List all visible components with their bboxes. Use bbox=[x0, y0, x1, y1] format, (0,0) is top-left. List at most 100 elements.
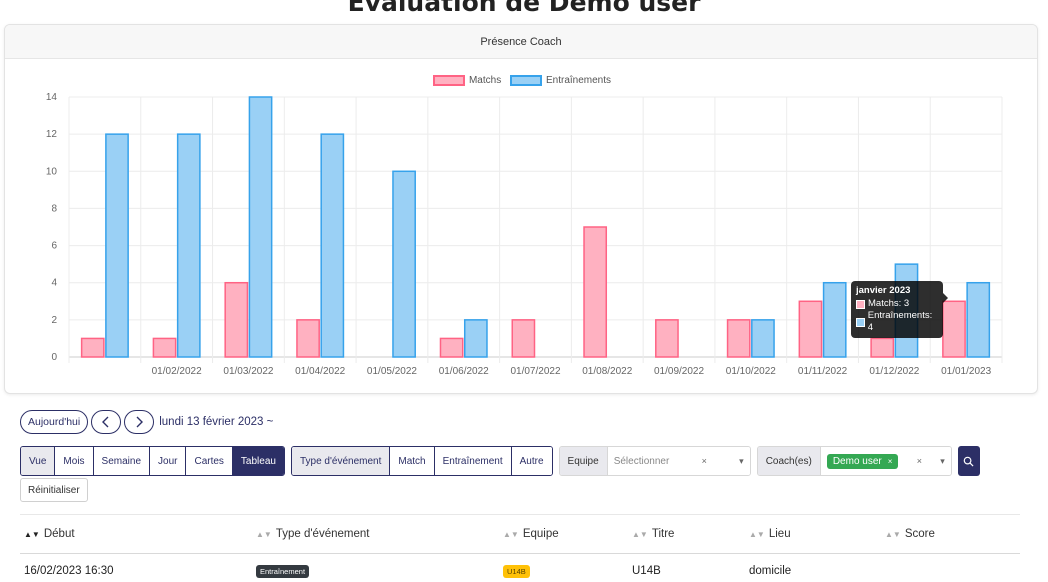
bar-entrainements[interactable] bbox=[966, 281, 991, 358]
chart-card: Présence Coach 0 2 4 6 8 10 12 14 01/02/2022 01/0… bbox=[4, 24, 1038, 394]
col-header-label: Lieu bbox=[768, 528, 791, 540]
tooltip-row-entrainements: Entraînements: 4 bbox=[856, 310, 938, 334]
coach-clear-icon[interactable]: × bbox=[916, 456, 922, 466]
col-header-label: Début bbox=[43, 528, 75, 540]
event-type-training-button[interactable]: Entraînement bbox=[434, 447, 512, 475]
bar-matchs[interactable] bbox=[511, 319, 536, 358]
legend-item-entrainements[interactable]: Entraînements bbox=[509, 75, 612, 86]
view-week-button[interactable]: Semaine bbox=[93, 447, 151, 475]
bar-matchs[interactable] bbox=[726, 319, 751, 358]
current-date[interactable]: lundi 13 février 2023 ~ bbox=[159, 416, 274, 428]
bar-entrainements[interactable] bbox=[392, 170, 416, 358]
col-header-label: Score bbox=[904, 528, 935, 540]
team-label: Equipe bbox=[559, 447, 608, 475]
bar-matchs[interactable] bbox=[942, 300, 966, 358]
legend-swatch-matchs bbox=[432, 75, 465, 86]
sort-icon: ▲▼ bbox=[24, 529, 40, 539]
x-tick-label: 01/05/2022 bbox=[367, 366, 417, 377]
col-header-label: Titre bbox=[651, 528, 675, 540]
view-label: Vue bbox=[21, 447, 56, 475]
tooltip-swatch-matchs bbox=[856, 299, 865, 309]
bar-matchs[interactable] bbox=[870, 337, 895, 358]
coach-label: Coach(es) bbox=[757, 447, 821, 475]
y-tick-label: 4 bbox=[51, 278, 57, 289]
table-header: ▲▼ Début ▲▼ Type d'événement ▲▼ Equipe ▲▼ Ti… bbox=[20, 514, 1020, 554]
coach-select[interactable]: Demo user × × ▾ bbox=[820, 447, 951, 475]
tooltip-title: janvier 2023 bbox=[856, 285, 911, 296]
col-header-equipe[interactable]: ▲▼ Equipe bbox=[503, 515, 559, 553]
bar-entrainements[interactable] bbox=[822, 281, 847, 358]
today-button[interactable]: Aujourd'hui bbox=[20, 410, 89, 434]
y-tick-label: 14 bbox=[46, 92, 58, 103]
x-tick-label: 01/12/2022 bbox=[869, 366, 919, 377]
filter-row: Vue Mois Semaine Jour Cartes Tableau Typ… bbox=[20, 446, 980, 476]
prev-button[interactable] bbox=[91, 410, 122, 434]
col-header-titre[interactable]: ▲▼ Titre bbox=[632, 515, 674, 553]
x-tick-label: 01/04/2022 bbox=[295, 366, 345, 377]
tooltip-line-entrainements: Entraînements: 4 bbox=[867, 310, 933, 333]
col-header-debut[interactable]: ▲▼ Début bbox=[24, 515, 75, 553]
tag-remove-icon[interactable]: × bbox=[887, 456, 893, 466]
legend-label-entrainements: Entraînements bbox=[545, 75, 612, 86]
sort-icon: ▲▼ bbox=[256, 529, 272, 539]
y-tick-label: 10 bbox=[46, 166, 58, 177]
next-button[interactable] bbox=[124, 410, 155, 434]
view-table-button[interactable]: Tableau bbox=[232, 447, 284, 475]
view-switcher: Vue Mois Semaine Jour Cartes Tableau bbox=[20, 446, 285, 476]
view-day-button[interactable]: Jour bbox=[150, 447, 187, 475]
col-header-label: Equipe bbox=[522, 528, 559, 540]
team-filter: Equipe Sélectionner × ▾ bbox=[558, 446, 751, 476]
cell-type: Entraînement bbox=[256, 556, 310, 582]
bar-matchs[interactable] bbox=[152, 337, 177, 358]
calendar-nav: Aujourd'hui lundi 13 février 2023 ~ bbox=[20, 410, 273, 434]
sort-icon: ▲▼ bbox=[885, 529, 901, 539]
legend-item-matchs[interactable]: Matchs bbox=[432, 75, 501, 86]
x-tick-label: 01/01/2023 bbox=[941, 366, 991, 377]
team-select[interactable]: Sélectionner × ▾ bbox=[607, 447, 750, 475]
tooltip-row-matchs: Matchs: 3 bbox=[856, 298, 938, 310]
view-month-button[interactable]: Mois bbox=[55, 447, 94, 475]
col-header-lieu[interactable]: ▲▼ Lieu bbox=[749, 515, 791, 553]
search-icon bbox=[964, 456, 974, 467]
bar-matchs[interactable] bbox=[80, 337, 105, 358]
view-cards-button[interactable]: Cartes bbox=[186, 447, 233, 475]
y-tick-label: 0 bbox=[51, 352, 57, 363]
bar-matchs[interactable] bbox=[798, 300, 823, 358]
bar-entrainements[interactable] bbox=[463, 319, 488, 358]
col-header-type[interactable]: ▲▼ Type d'événement bbox=[256, 515, 369, 553]
event-type-other-button[interactable]: Autre bbox=[511, 447, 552, 475]
x-tick-label: 01/03/2022 bbox=[223, 366, 273, 377]
bar-matchs[interactable] bbox=[439, 337, 464, 358]
bar-entrainements[interactable] bbox=[320, 133, 345, 358]
event-type-match-button[interactable]: Match bbox=[390, 447, 435, 475]
bar-entrainements[interactable] bbox=[176, 133, 201, 358]
col-header-label: Type d'événement bbox=[275, 528, 370, 540]
y-tick-label: 12 bbox=[46, 129, 58, 140]
cell-titre: U14B bbox=[632, 565, 661, 577]
bar-matchs[interactable] bbox=[224, 281, 249, 358]
bar-matchs[interactable] bbox=[296, 319, 320, 358]
bar-matchs[interactable] bbox=[583, 226, 608, 358]
bar-entrainements[interactable] bbox=[751, 319, 775, 358]
table-row[interactable]: 16/02/2023 16:30 Entraînement U14B U14B … bbox=[20, 556, 1020, 582]
chart-tooltip: janvier 2023 Matchs: 3 Entraînements: 4 bbox=[851, 281, 948, 338]
team-badge: U14B bbox=[503, 564, 530, 578]
search-button[interactable] bbox=[957, 446, 980, 476]
team-clear-icon[interactable]: × bbox=[701, 456, 707, 466]
coach-tag-label: Demo user bbox=[832, 455, 882, 467]
chevron-down-icon[interactable]: ▾ bbox=[739, 455, 744, 466]
chevron-right-icon bbox=[136, 416, 144, 428]
bar-entrainements[interactable] bbox=[248, 96, 273, 358]
cell-equipe: U14B bbox=[503, 556, 530, 582]
reset-button[interactable]: Réinitialiser bbox=[20, 478, 88, 502]
chevron-left-icon bbox=[102, 416, 109, 428]
x-tick-label: 01/07/2022 bbox=[510, 366, 560, 377]
bar-entrainements[interactable] bbox=[105, 133, 129, 358]
cell-lieu: domicile bbox=[749, 565, 792, 577]
col-header-score[interactable]: ▲▼ Score bbox=[885, 515, 935, 553]
y-tick-label: 2 bbox=[51, 315, 57, 326]
sort-icon: ▲▼ bbox=[749, 529, 765, 539]
x-tick-label: 01/02/2022 bbox=[152, 366, 202, 377]
chevron-down-icon[interactable]: ▾ bbox=[940, 455, 945, 466]
bar-matchs[interactable] bbox=[655, 319, 679, 358]
